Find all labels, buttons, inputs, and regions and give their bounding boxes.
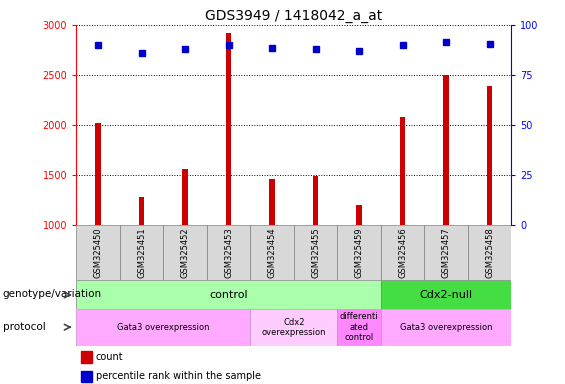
Bar [337,225,381,280]
Bar [182,169,188,225]
Text: GSM325455: GSM325455 [311,227,320,278]
Text: count: count [96,352,124,362]
Text: protocol: protocol [3,322,46,332]
Bar [294,225,337,280]
Bar [81,371,92,382]
Bar [381,225,424,280]
Text: GSM325451: GSM325451 [137,227,146,278]
Text: Cdx2
overexpression: Cdx2 overexpression [262,318,326,337]
Text: Gata3 overexpression: Gata3 overexpression [400,323,492,332]
Bar [424,225,468,280]
Bar [207,225,250,280]
Bar [487,86,492,225]
Bar [76,309,250,346]
Bar [139,197,144,225]
Bar [313,176,318,225]
Bar [250,225,294,280]
Bar [95,123,101,225]
Bar [381,309,511,346]
Bar [76,280,381,309]
Bar [163,225,207,280]
Bar [357,205,362,225]
Text: GSM325457: GSM325457 [442,227,450,278]
Text: GSM325456: GSM325456 [398,227,407,278]
Text: GSM325453: GSM325453 [224,227,233,278]
Text: Cdx2-null: Cdx2-null [419,290,473,300]
Bar [337,309,381,346]
Bar [76,225,120,280]
Bar [381,280,511,309]
Text: GSM325454: GSM325454 [268,227,276,278]
Text: GSM325452: GSM325452 [181,227,189,278]
Bar [444,75,449,225]
Text: control: control [209,290,248,300]
Bar [270,179,275,225]
Title: GDS3949 / 1418042_a_at: GDS3949 / 1418042_a_at [205,8,383,23]
Bar [400,117,405,225]
Bar [226,33,231,225]
Text: differenti
ated
control: differenti ated control [340,313,379,342]
Text: percentile rank within the sample: percentile rank within the sample [96,371,261,381]
Bar [250,309,337,346]
Text: GSM325458: GSM325458 [485,227,494,278]
Bar [81,351,92,363]
Text: GSM325459: GSM325459 [355,227,363,278]
Text: GSM325450: GSM325450 [94,227,102,278]
Text: Gata3 overexpression: Gata3 overexpression [117,323,210,332]
Text: genotype/variation: genotype/variation [3,289,102,299]
Bar [468,225,511,280]
Bar [120,225,163,280]
